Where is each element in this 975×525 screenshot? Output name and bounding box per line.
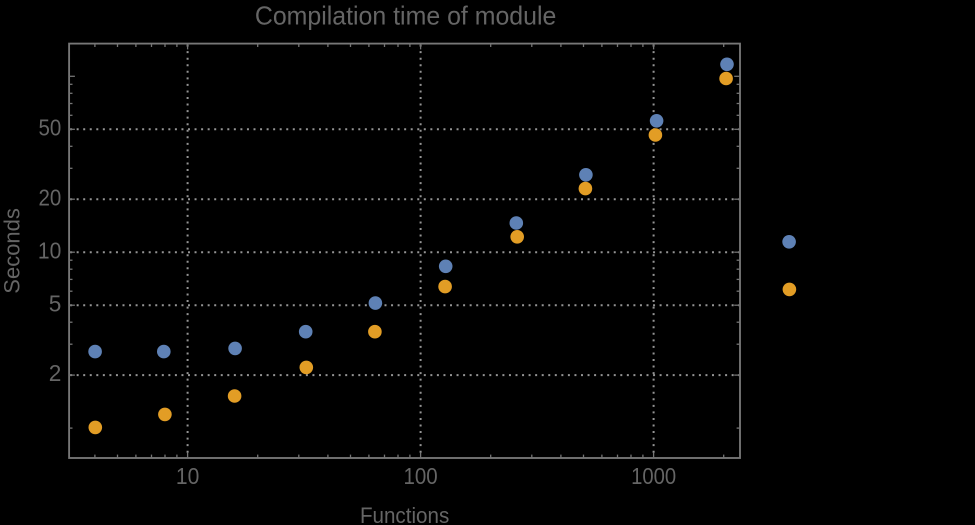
svg-text:50: 50 xyxy=(39,114,62,140)
svg-text:Functions: Functions xyxy=(360,503,449,525)
svg-text:20: 20 xyxy=(39,184,62,210)
svg-text:2: 2 xyxy=(49,360,62,386)
svg-text:5: 5 xyxy=(49,290,62,316)
svg-text:10: 10 xyxy=(38,237,61,263)
svg-text:100: 100 xyxy=(404,463,438,489)
svg-text:1000: 1000 xyxy=(631,463,676,489)
svg-text:Seconds: Seconds xyxy=(0,208,25,294)
svg-text:10: 10 xyxy=(176,463,199,489)
svg-text:Compilation time of module: Compilation time of module xyxy=(255,3,557,31)
